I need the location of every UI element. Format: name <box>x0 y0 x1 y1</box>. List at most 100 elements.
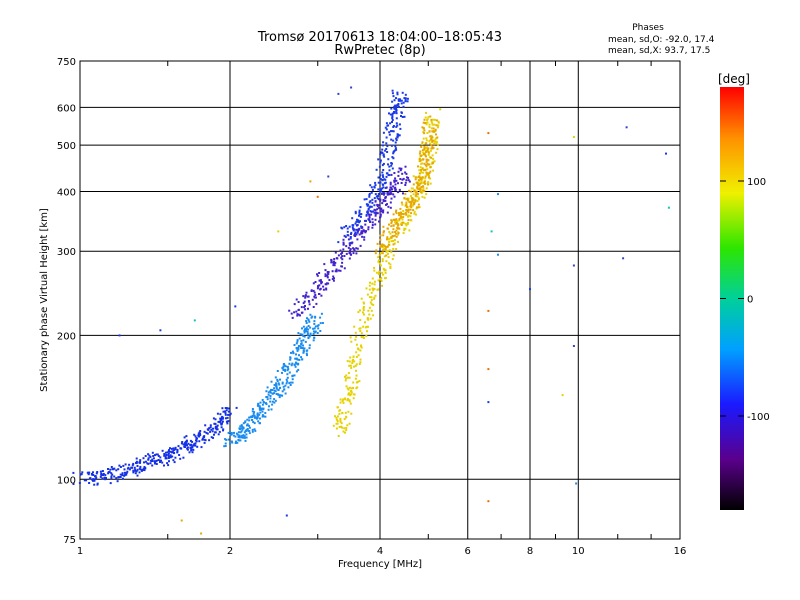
data-point <box>391 115 394 118</box>
data-point <box>426 182 429 185</box>
data-point <box>155 463 158 465</box>
data-point <box>353 248 355 251</box>
data-point <box>251 428 254 431</box>
data-point <box>279 378 281 381</box>
data-point <box>390 197 393 200</box>
data-point <box>386 245 389 248</box>
data-point <box>415 193 418 196</box>
data-point <box>255 416 258 419</box>
data-point <box>382 273 385 276</box>
data-point <box>420 192 423 195</box>
data-point <box>277 230 280 233</box>
data-point <box>382 234 385 237</box>
data-point <box>302 335 305 337</box>
data-point <box>403 212 406 215</box>
data-point <box>253 411 256 414</box>
data-point <box>418 158 421 161</box>
data-point <box>367 226 370 229</box>
data-point <box>238 435 241 438</box>
data-point <box>419 177 422 179</box>
data-point <box>388 169 391 172</box>
data-point <box>424 169 427 172</box>
data-point <box>115 477 118 480</box>
data-point <box>337 435 340 437</box>
data-point <box>372 289 375 292</box>
data-point <box>357 354 360 357</box>
data-point <box>383 269 386 272</box>
data-point <box>276 370 279 372</box>
data-point <box>139 465 142 468</box>
data-point <box>256 413 259 416</box>
data-point <box>393 242 396 245</box>
x-tick-label: 8 <box>527 546 533 557</box>
data-point <box>359 330 362 332</box>
data-point <box>317 324 320 327</box>
data-point <box>229 433 232 436</box>
data-point <box>428 123 431 126</box>
data-point <box>390 251 393 254</box>
data-point <box>336 420 339 423</box>
data-point <box>435 119 438 122</box>
data-point <box>389 232 392 235</box>
data-point <box>107 472 110 475</box>
data-point <box>377 195 380 197</box>
data-point <box>258 408 261 411</box>
data-point <box>251 408 254 410</box>
data-point <box>169 447 171 450</box>
data-point <box>390 220 393 223</box>
data-point <box>388 112 390 115</box>
data-point <box>388 237 391 240</box>
data-point <box>211 430 214 433</box>
data-point <box>355 363 358 366</box>
data-point <box>173 452 175 454</box>
data-point <box>193 319 196 322</box>
data-point <box>379 245 382 248</box>
data-point <box>340 265 343 268</box>
data-point <box>355 335 358 338</box>
data-point <box>260 407 263 410</box>
data-point <box>370 210 373 213</box>
data-point <box>363 238 366 241</box>
data-point <box>267 391 270 394</box>
data-point <box>266 398 269 401</box>
data-point <box>203 430 206 433</box>
data-point <box>401 116 404 118</box>
data-point <box>288 309 291 312</box>
data-point <box>248 419 251 422</box>
data-point <box>391 112 394 115</box>
data-point <box>419 182 422 185</box>
data-point <box>436 148 439 151</box>
data-point <box>407 199 410 202</box>
data-point <box>345 377 348 380</box>
data-point <box>239 425 242 428</box>
data-point <box>358 213 361 216</box>
data-point <box>273 387 276 390</box>
data-point <box>379 161 382 164</box>
data-point <box>365 213 368 216</box>
data-point <box>385 122 388 125</box>
data-point <box>312 289 315 292</box>
data-point <box>401 218 404 221</box>
data-point <box>353 325 356 328</box>
data-point <box>411 200 414 203</box>
data-point <box>238 439 241 442</box>
data-point <box>404 222 407 225</box>
data-point <box>392 243 395 246</box>
data-point <box>383 193 385 196</box>
data-point <box>274 399 277 402</box>
data-point <box>344 235 347 238</box>
data-point <box>295 357 298 360</box>
data-point <box>286 369 289 372</box>
data-point <box>349 237 352 240</box>
data-point <box>236 441 239 444</box>
data-point <box>309 326 312 329</box>
data-point <box>99 470 102 473</box>
data-point <box>306 333 309 336</box>
data-point <box>380 210 383 213</box>
data-point <box>104 478 107 481</box>
data-point <box>135 461 137 464</box>
data-point <box>379 238 382 241</box>
data-point <box>371 188 374 191</box>
data-point <box>497 253 499 256</box>
data-point <box>380 279 383 282</box>
